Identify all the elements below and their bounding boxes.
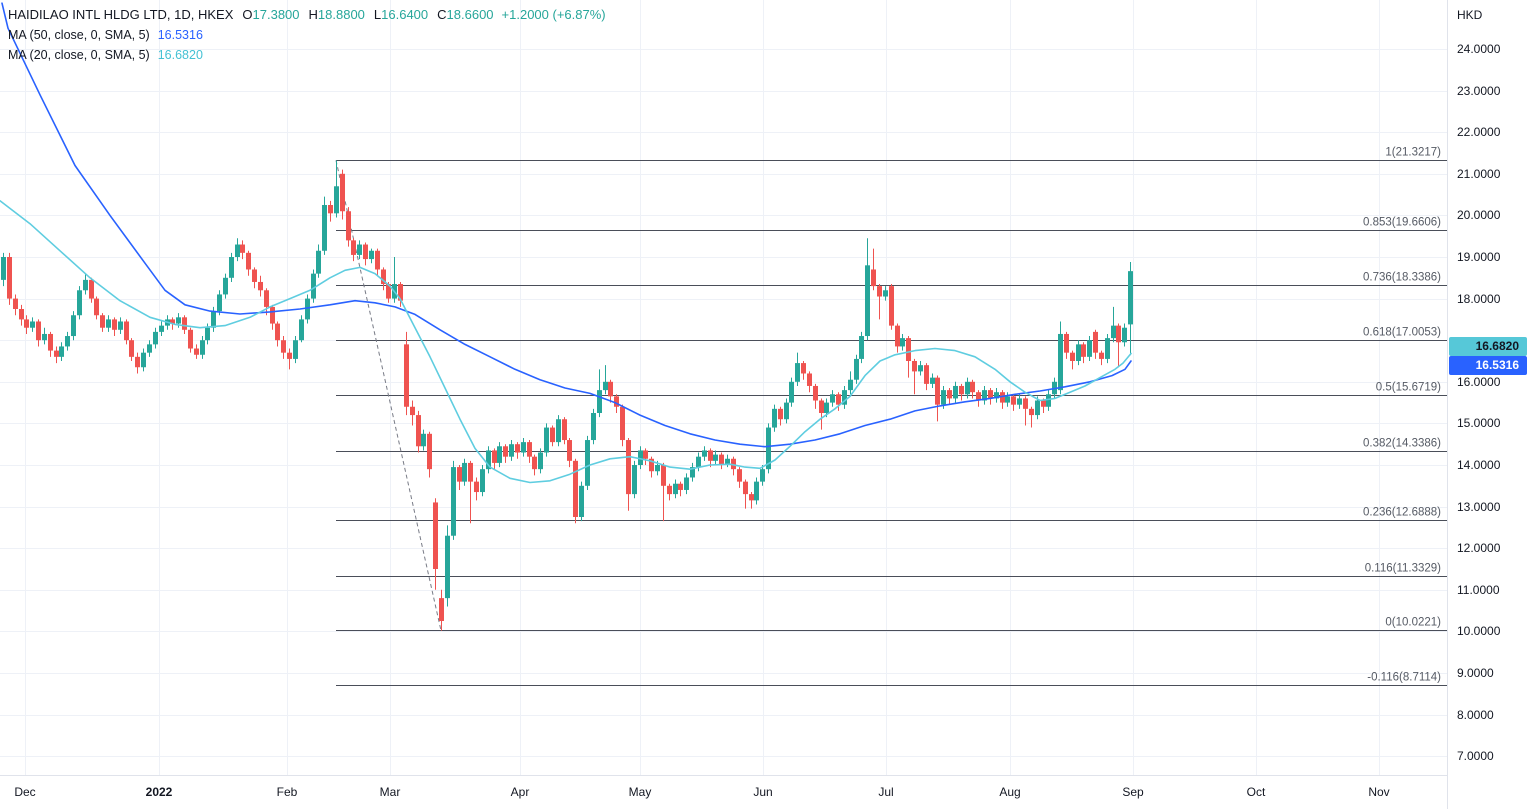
ma50-value: 16.5316: [157, 28, 203, 42]
time-tick-label-2022: 2022: [145, 785, 173, 799]
ma50-label: MA (50, close, 0, SMA, 5): [8, 28, 150, 42]
price-tick-label: 16.0000: [1457, 374, 1501, 389]
time-tick-label-dec: Dec: [14, 785, 36, 799]
fib-label: 0.382(14.3386): [1363, 438, 1441, 450]
time-tick-label-sep: Sep: [1122, 785, 1144, 799]
chart-legend: HAIDILAO INTL HLDG LTD, 1D, HKEX O17.3800…: [8, 5, 606, 65]
fib-label: 0.116(11.3329): [1365, 563, 1441, 575]
fib-retracement[interactable]: 1(21.3217) 0.853(19.6606) 0.736(18.3386) 0.…: [336, 147, 1447, 686]
time-tick-label-mar: Mar: [379, 785, 401, 799]
time-tick-label-jun: Jun: [753, 785, 773, 799]
fib-label: 0.736(18.3386): [1363, 272, 1441, 284]
fib-label: 0.5(15.6719): [1376, 382, 1441, 394]
time-tick-label-feb: Feb: [276, 785, 298, 799]
ma20-label: MA (20, close, 0, SMA, 5): [8, 48, 150, 62]
price-tick-label: 19.0000: [1457, 250, 1501, 264]
ma20-legend-row[interactable]: MA (20, close, 0, SMA, 5) 16.6820: [8, 45, 606, 65]
ma20-price-badge: 16.6820: [1449, 336, 1527, 356]
high-label: H: [308, 7, 318, 22]
high-value: 18.8800: [317, 7, 365, 22]
time-tick-label-jul: Jul: [878, 785, 894, 799]
fib-label: 0.853(19.6606): [1363, 217, 1441, 229]
price-tick-label: 24.0000: [1457, 42, 1501, 56]
price-tick-label: 14.0000: [1457, 458, 1501, 472]
price-tick-label: 7.0000: [1457, 749, 1494, 764]
price-tick-label: 10.0000: [1457, 624, 1501, 639]
change-value: +1.2000 (+6.87%): [501, 7, 606, 22]
time-axis[interactable]: Dec 2022 Feb Mar Apr May Jun Jul Aug Sep Oct Nov: [0, 775, 1527, 809]
ma20-value: 16.6820: [157, 48, 203, 62]
symbol-row[interactable]: HAIDILAO INTL HLDG LTD, 1D, HKEX O17.3800…: [8, 5, 606, 25]
open-value: 17.3800: [252, 7, 300, 22]
candles-series: [1, 160, 1133, 631]
price-axis[interactable]: HKD 24.0000 23.0000 22.0000 21.0000 20.0000 1…: [1447, 0, 1527, 809]
symbol-title: HAIDILAO INTL HLDG LTD, 1D, HKEX: [8, 7, 234, 22]
price-tick-label: 23.0000: [1457, 83, 1501, 98]
close-label: C: [437, 7, 447, 22]
low-value: 16.6400: [381, 7, 429, 22]
fib-label: 0(10.0221): [1385, 617, 1441, 629]
currency-label: HKD: [1457, 8, 1483, 22]
price-tick-label: 11.0000: [1457, 582, 1500, 597]
price-tick-label: 18.0000: [1457, 291, 1501, 306]
fib-label: 1(21.3217): [1385, 147, 1441, 159]
price-tick-label: 15.0000: [1457, 416, 1501, 431]
price-tick-label: 22.0000: [1457, 125, 1501, 140]
low-label: L: [373, 7, 382, 22]
close-value: 18.6600: [446, 7, 494, 22]
ma20-line[interactable]: [0, 200, 1132, 484]
time-tick-label-apr: Apr: [510, 785, 530, 799]
price-tick-label: 8.0000: [1457, 707, 1494, 722]
price-tick-label: 20.0000: [1457, 208, 1501, 223]
time-tick-label-nov: Nov: [1368, 785, 1390, 799]
ma50-price-badge: 16.5316: [1449, 355, 1527, 375]
price-tick-label: 21.0000: [1457, 166, 1501, 181]
ma50-legend-row[interactable]: MA (50, close, 0, SMA, 5) 16.5316: [8, 25, 606, 45]
price-tick-label: 9.0000: [1457, 666, 1494, 680]
price-tick-label: 13.0000: [1457, 499, 1501, 514]
fib-label: 0.236(12.6888): [1363, 507, 1441, 519]
time-tick-label-oct: Oct: [1246, 785, 1266, 799]
fib-label: -0.116(8.7114): [1367, 672, 1441, 684]
chart-pane[interactable]: 1(21.3217) 0.853(19.6606) 0.736(18.3386) 0.…: [0, 0, 1447, 775]
time-tick-label-may: May: [628, 785, 652, 799]
grid: [0, 0, 1447, 775]
price-tick-label: 12.0000: [1457, 541, 1501, 556]
open-label: O: [242, 7, 253, 22]
ma50-line[interactable]: [1, 2, 1132, 448]
time-tick-label-aug: Aug: [999, 785, 1021, 799]
fib-label: 0.618(17.0053): [1363, 327, 1441, 339]
